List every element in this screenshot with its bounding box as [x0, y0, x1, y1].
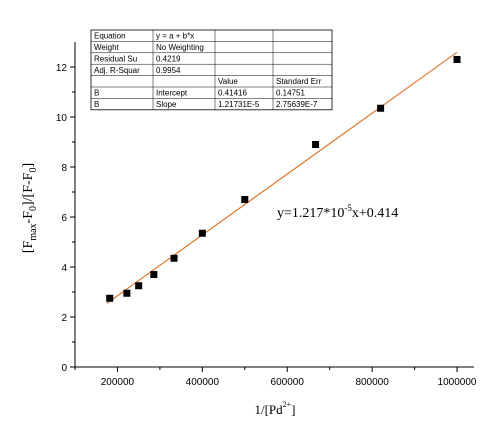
x-tick-label: 400000 — [186, 377, 220, 388]
table-cell: 1.21731E-5 — [218, 100, 260, 109]
table-cell: Weight — [94, 43, 120, 52]
linear-fit-line — [106, 51, 458, 304]
table-cell: 2.75639E-7 — [276, 100, 318, 109]
table-cell: Standard Err — [276, 77, 322, 86]
axes: 200000 400000 600000 800000 1000000 0 2 4 6 8 10 12 — [56, 42, 477, 388]
y-axis-label: [Fmax-F0]/[F-F0] — [21, 163, 39, 253]
table-cell: Value — [218, 77, 238, 86]
data-point — [170, 254, 178, 262]
fit-equation-annotation: y=1.217*10-5x+0.414 — [277, 203, 398, 221]
data-points — [106, 56, 461, 302]
fit-line-layer — [106, 51, 458, 304]
fit-results-table: Equation y = a + b*x Weight No Weighting Res… — [90, 29, 333, 111]
table-cell: Intercept — [156, 89, 188, 98]
table-cell: No Weighting — [156, 43, 204, 52]
x-tick-label: 800000 — [355, 377, 389, 388]
y-tick-label: 10 — [56, 113, 68, 124]
data-point — [123, 289, 131, 297]
table-cell: 0.14751 — [276, 89, 305, 98]
y-tick-label: 8 — [61, 163, 67, 174]
y-tick-label: 0 — [61, 363, 67, 374]
x-tick-label: 600000 — [271, 377, 305, 388]
table-cell: B — [94, 100, 99, 109]
data-point — [241, 196, 249, 203]
x-tick-label: 200000 — [101, 377, 135, 388]
table-cell: 0.9954 — [156, 66, 181, 75]
y-tick-label: 4 — [61, 263, 67, 274]
y-tick-label: 6 — [61, 213, 67, 224]
table-border — [90, 29, 333, 111]
table-cell: Adj. R-Squar — [94, 66, 140, 75]
table-cell: Equation — [94, 32, 126, 41]
table-cell: B — [94, 89, 99, 98]
data-point — [106, 294, 114, 302]
x-tick-label: 1000000 — [438, 377, 477, 388]
y-tick-label: 2 — [61, 313, 67, 324]
table-cell: 0.41416 — [218, 89, 247, 98]
data-point — [150, 271, 158, 278]
table-cell: Residual Su — [94, 54, 137, 63]
data-point — [377, 104, 385, 112]
data-point — [453, 56, 461, 63]
data-point — [135, 282, 143, 290]
table-cell: 0.4219 — [156, 54, 181, 63]
data-point — [312, 141, 320, 148]
x-axis-label: 1/[Pd2+] — [254, 400, 295, 417]
data-point — [198, 229, 206, 237]
y-tick-label: 12 — [56, 63, 68, 74]
table-cell: y = a + b*x — [156, 32, 194, 41]
table-cell: Slope — [156, 100, 177, 109]
